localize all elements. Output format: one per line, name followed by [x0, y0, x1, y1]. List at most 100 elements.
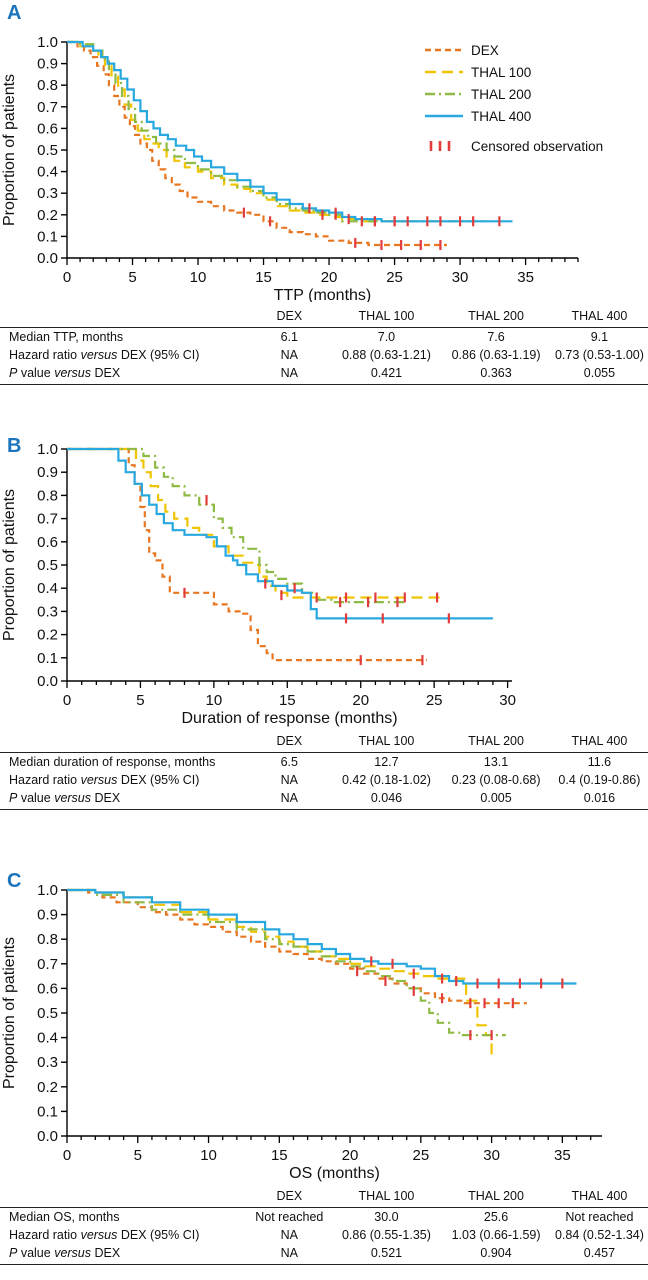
x-tick-label: 30 — [483, 1147, 500, 1164]
y-tick-label: 0.1 — [37, 1103, 58, 1120]
x-tick-label: 20 — [342, 1147, 359, 1164]
y-tick-label: 0.3 — [37, 1054, 58, 1071]
x-tick-label: 5 — [136, 692, 144, 709]
y-tick-label: 0.8 — [37, 487, 58, 504]
table-corner-cell — [0, 1187, 247, 1208]
km-curve-thal-400 — [67, 888, 577, 985]
table-cell: 0.23 (0.08-0.68) — [451, 773, 541, 787]
y-tick-label: 0.6 — [37, 120, 58, 137]
table-cell: 9.1 — [590, 330, 609, 344]
y-axis-title: Proportion of patients — [1, 937, 18, 1089]
table-cell: 7.0 — [377, 330, 396, 344]
y-tick-label: 0.5 — [37, 1005, 58, 1022]
y-tick-label: 0.3 — [37, 603, 58, 620]
table-cell: NA — [246, 364, 332, 385]
column-header: THAL 400 — [550, 732, 648, 753]
column-header: THAL 100 — [331, 732, 442, 753]
row-label: P value versus DEX — [0, 1244, 247, 1265]
y-tick-label: 0.7 — [37, 956, 58, 973]
y-tick-label: 0.9 — [37, 56, 58, 73]
x-tick-label: 25 — [412, 1147, 429, 1164]
x-tick-label: 25 — [386, 269, 403, 286]
x-tick-label: 35 — [517, 269, 534, 286]
y-tick-label: 0.2 — [37, 1079, 58, 1096]
table-cell: 30.0 — [374, 1210, 399, 1224]
km-curve-thal-100 — [67, 447, 442, 599]
y-tick-label: 0.7 — [37, 99, 58, 116]
y-axis-title: Proportion of patients — [1, 74, 18, 226]
y-tick-label: 0.9 — [37, 907, 58, 924]
y-tick-label: 0.5 — [37, 557, 58, 574]
table-row: Hazard ratio versus DEX (95% CI) NA 0.88 (… — [0, 346, 648, 364]
legend-label: THAL 200 — [471, 87, 531, 102]
table-row: Median OS, months Not reached 30.0 25.6 Not … — [0, 1208, 648, 1227]
panel-label-c: C — [7, 870, 22, 892]
table-cell: 0.457 — [550, 1244, 648, 1265]
column-header: DEX — [246, 307, 332, 328]
y-tick-label: 0.8 — [37, 77, 58, 94]
panel-os: C 0.0 0.1 0.2 0.3 0.4 0.5 0.6 0.7 0.8 0.9 1.0 0 5 10 1… — [0, 870, 648, 1265]
table-cell: 6.1 — [280, 330, 298, 344]
column-header: THAL 100 — [331, 1187, 442, 1208]
ttp-km-chart: 0.0 0.1 0.2 0.3 0.4 0.5 0.6 0.7 0.8 0.9 1.0 0 5 10 15 2… — [1, 34, 603, 302]
row-label: Hazard ratio versus DEX (95% CI) — [9, 1228, 200, 1242]
y-axis-title: Proportion of patients — [1, 489, 18, 641]
y-tick-label: 0.4 — [37, 164, 58, 181]
table-cell: 0.73 (0.53-1.00) — [554, 348, 644, 362]
table-cell: 0.005 — [441, 789, 551, 810]
table-corner-cell — [0, 732, 247, 753]
y-tick-label: 0.2 — [37, 207, 58, 224]
table-cell: 0.86 (0.55-1.35) — [341, 1228, 431, 1242]
x-axis-title: OS (months) — [289, 1165, 380, 1182]
table-cell: Not reached — [255, 1210, 324, 1224]
table-cell: 0.88 (0.63-1.21) — [341, 348, 431, 362]
row-label: Median TTP, months — [9, 330, 124, 344]
legend-label: THAL 400 — [471, 109, 531, 124]
column-header: DEX — [246, 732, 332, 753]
km-curve-thal-200 — [67, 888, 506, 1037]
table-cell: Not reached — [565, 1210, 634, 1224]
legend-label: DEX — [471, 43, 499, 58]
x-tick-label: 10 — [206, 692, 223, 709]
column-header: THAL 200 — [441, 307, 551, 328]
y-tick-label: 0.5 — [37, 142, 58, 159]
y-tick-label: 0.6 — [37, 534, 58, 551]
y-tick-label: 0.4 — [37, 1030, 58, 1047]
table-cell: 0.86 (0.63-1.19) — [451, 348, 541, 362]
y-tick-label: 1.0 — [37, 882, 58, 899]
panel-duration-of-response: B 0.0 0.1 0.2 0.3 0.4 0.5 0.6 0.7 0.8 0.9 1.0 0 5 10 1… — [0, 435, 648, 810]
table-cell: NA — [280, 348, 298, 362]
km-curve-dex — [67, 447, 427, 662]
row-label: P value versus DEX — [0, 789, 247, 810]
x-tick-label: 35 — [554, 1147, 571, 1164]
x-tick-label: 25 — [426, 692, 443, 709]
table-cell: 13.1 — [483, 755, 509, 769]
y-tick-label: 1.0 — [37, 441, 58, 458]
x-tick-label: 5 — [128, 269, 136, 286]
table-cell: 7.6 — [487, 330, 505, 344]
y-tick-label: 0.0 — [37, 673, 58, 690]
x-tick-label: 30 — [499, 692, 516, 709]
row-label: Median OS, months — [9, 1210, 120, 1224]
column-header: THAL 200 — [441, 732, 551, 753]
table-cell: NA — [280, 1228, 298, 1242]
y-tick-label: 0.9 — [37, 464, 58, 481]
duration-of-response-stats-table: DEX THAL 100 THAL 200 THAL 400 Median durati… — [0, 732, 648, 810]
table-cell: 0.055 — [550, 364, 648, 385]
x-tick-label: 20 — [321, 269, 338, 286]
table-cell: 11.6 — [587, 755, 612, 769]
column-header: THAL 200 — [441, 1187, 551, 1208]
table-row: P value versus DEX NA 0.046 0.005 0.016 — [0, 789, 648, 810]
x-tick-label: 15 — [255, 269, 272, 286]
table-header-row: DEX THAL 100 THAL 200 THAL 400 — [0, 307, 648, 328]
km-curve-thal-100 — [67, 888, 493, 1058]
x-tick-label: 5 — [134, 1147, 142, 1164]
column-header: THAL 400 — [550, 1187, 648, 1208]
y-tick-label: 0.1 — [37, 650, 58, 667]
os-stats-table: DEX THAL 100 THAL 200 THAL 400 Median OS, mo… — [0, 1187, 648, 1265]
column-header: THAL 400 — [550, 307, 648, 328]
panel-ttp: A 0.0 0.1 0.2 0.3 0.4 0.5 0.6 0.7 0.8 0.9 1.0 0 5 10 1… — [0, 2, 648, 385]
duration-of-response-km-chart: 0.0 0.1 0.2 0.3 0.4 0.5 0.6 0.7 0.8 0.9 1.0 0 5 10 15 2… — [1, 441, 516, 727]
km-curve-thal-400 — [67, 447, 493, 620]
